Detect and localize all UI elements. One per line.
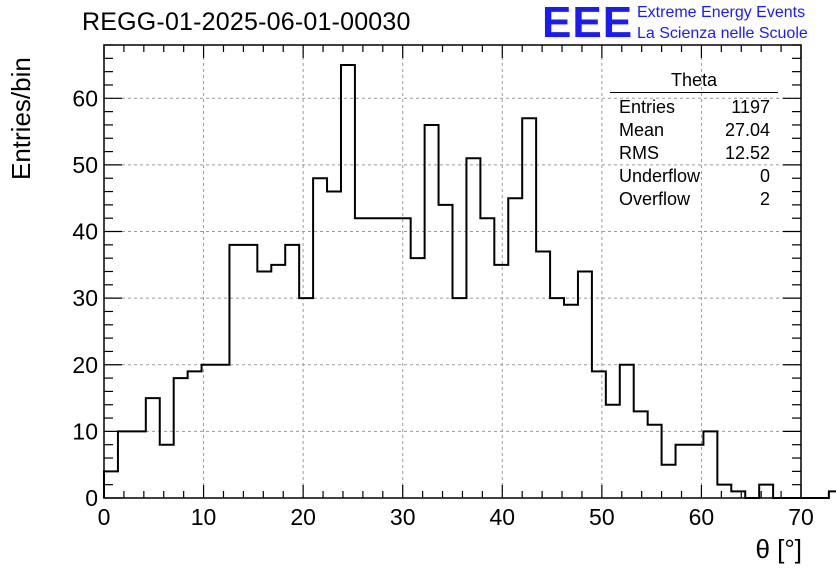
histogram-bin: [243, 245, 257, 498]
histogram-bin: [132, 431, 146, 498]
histogram-bin: [648, 425, 662, 498]
histogram-bin: [717, 485, 731, 498]
stats-row-overflow: Overflow 2: [610, 188, 778, 211]
x-tick-label: 10: [191, 504, 217, 530]
x-tick-label: 40: [489, 504, 515, 530]
tick-marks: [103, 44, 802, 499]
histogram-bin: [341, 65, 355, 498]
logo-text-line2: La Scienza nelle Scuole: [637, 25, 808, 42]
stats-label: Entries: [619, 97, 676, 117]
histogram-bin: [439, 205, 453, 498]
stats-label: RMS: [619, 143, 659, 163]
stats-value: 1197: [731, 97, 770, 117]
histogram-bin: [564, 305, 578, 498]
histogram-bin: [508, 198, 522, 498]
histogram-bin: [759, 485, 773, 498]
y-tick-label: 20: [72, 352, 98, 378]
histogram-bin: [829, 491, 836, 498]
histogram-bin: [327, 192, 341, 498]
histogram-bin: [369, 218, 383, 498]
stats-row-entries: Entries 1197: [610, 96, 778, 119]
stats-box: Theta Entries 1197 Mean 27.04 RMS 12.52 …: [610, 70, 778, 211]
y-axis-title: Entries/bin: [6, 57, 36, 180]
eee-logo: EEE: [542, 0, 634, 47]
x-tick-label: 30: [390, 504, 416, 530]
x-tick-label: 70: [788, 504, 814, 530]
stats-row-underflow: Underflow 0: [610, 165, 778, 188]
y-tick-label: 10: [72, 418, 98, 444]
histogram-bin: [174, 378, 188, 498]
histogram-bin: [466, 158, 480, 498]
histogram-bin: [703, 431, 717, 498]
y-tick-label: 30: [72, 285, 98, 311]
y-tick-label: 0: [85, 485, 98, 511]
histogram-bin: [689, 445, 703, 498]
histogram-bin: [160, 445, 174, 498]
histogram-bin: [453, 298, 467, 498]
stats-box-title: Theta: [610, 70, 778, 93]
histogram-bin: [104, 471, 118, 498]
histogram-bin: [188, 371, 202, 498]
stats-label: Underflow: [619, 166, 701, 186]
histogram-bin: [271, 265, 285, 498]
histogram-bin: [118, 431, 132, 498]
stats-row-mean: Mean 27.04: [610, 119, 778, 142]
histogram-bin: [299, 298, 313, 498]
histogram-bin: [202, 365, 216, 498]
histogram-bin: [397, 218, 411, 498]
chart-title: REGG-01-2025-06-01-00030: [82, 8, 411, 36]
x-tick-label: 60: [689, 504, 715, 530]
logo-text-line1: Extreme Energy Events: [637, 4, 806, 21]
histogram-bin: [578, 272, 592, 499]
histogram-bin: [676, 445, 690, 498]
x-tick-label: 0: [98, 504, 111, 530]
y-tick-label: 40: [72, 219, 98, 245]
histogram-bin: [411, 258, 425, 498]
histogram-bin: [662, 465, 676, 498]
y-tick-label: 60: [72, 85, 98, 111]
histogram-bin: [522, 118, 536, 498]
x-axis-title: θ [°]: [755, 534, 802, 564]
x-tick-label: 50: [589, 504, 615, 530]
histogram-outline: [103, 63, 836, 499]
histogram-bin: [731, 491, 745, 498]
histogram-bin: [494, 265, 508, 498]
histogram-bin: [606, 405, 620, 498]
x-tick-label: 20: [290, 504, 316, 530]
histogram-bin: [146, 398, 160, 498]
histogram-bin: [620, 365, 634, 498]
stats-value: 12.52: [724, 143, 770, 163]
stats-value: 0: [759, 166, 770, 186]
stats-row-rms: RMS 12.52: [610, 142, 778, 165]
histogram-bin: [229, 245, 243, 498]
histogram-bin: [383, 218, 397, 498]
histogram-bins: [103, 63, 836, 499]
histogram-bin: [592, 371, 606, 498]
histogram-bin: [216, 365, 230, 498]
histogram-bin: [536, 252, 550, 498]
y-tick-label: 50: [72, 152, 98, 178]
histogram-bin: [550, 298, 564, 498]
histogram-bin: [313, 178, 327, 498]
histogram-bin: [257, 272, 271, 499]
stats-value: 2: [759, 189, 770, 209]
histogram-bin: [480, 218, 494, 498]
stats-label: Mean: [619, 120, 665, 140]
histogram-bin: [425, 125, 439, 498]
histogram-bin: [634, 411, 648, 498]
histogram-bin: [285, 245, 299, 498]
stats-value: 27.04: [724, 120, 770, 140]
histogram-bin: [355, 218, 369, 498]
stats-label: Overflow: [619, 189, 691, 209]
